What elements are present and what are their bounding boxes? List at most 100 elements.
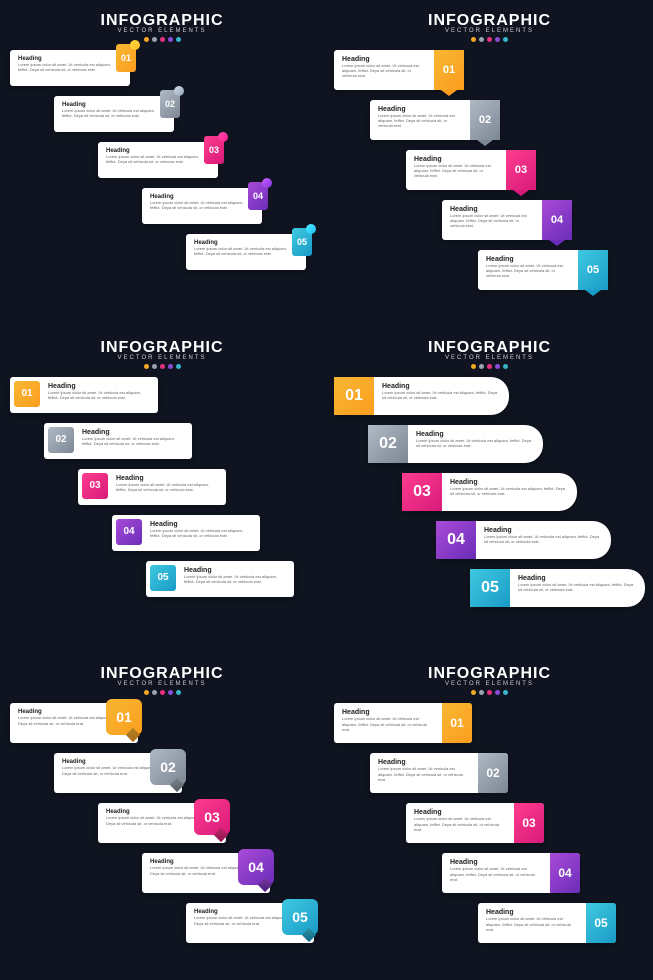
step-number: 03: [194, 799, 230, 835]
item-list: 01HeadingLorem ipsum dolor sit amet. Ut …: [334, 377, 645, 607]
card-body: Lorem ipsum dolor sit amet. Ut vehicula …: [150, 528, 252, 538]
step-number: 03: [506, 150, 536, 190]
dot: [152, 690, 157, 695]
step-number: 04: [436, 521, 476, 559]
dot: [479, 37, 484, 42]
dot: [471, 690, 476, 695]
card-body: Lorem ipsum dolor sit amet. Ut vehicula …: [414, 163, 498, 179]
info-card: HeadingLorem ipsum dolor sit amet. Ut ve…: [334, 703, 472, 743]
card-body: Lorem ipsum dolor sit amet. Ut vehicula …: [82, 436, 184, 446]
info-card: HeadingLorem ipsum dolor sit amet. Ut ve…: [334, 50, 464, 90]
card-text: HeadingLorem ipsum dolor sit amet. Ut ve…: [406, 150, 506, 190]
step-number: 05: [586, 903, 616, 943]
info-card: HeadingLorem ipsum dolor sit amet. Ut ve…: [370, 100, 500, 140]
info-card: HeadingLorem ipsum dolor sit amet. Ut ve…: [370, 753, 508, 793]
card-text: HeadingLorem ipsum dolor sit amet. Ut ve…: [442, 473, 577, 511]
step-number: 01: [106, 699, 142, 735]
step-number: 02: [160, 90, 180, 118]
panel-subtitle: VECTOR ELEMENTS: [334, 355, 645, 361]
step-number: 04: [116, 519, 142, 545]
info-card: HeadingLorem ipsum dolor sit amet. Ut ve…: [442, 853, 580, 893]
step-number: 04: [550, 853, 580, 893]
step-number: 01: [14, 381, 40, 407]
dot: [495, 690, 500, 695]
info-card: HeadingLorem ipsum dolor sit amet. Ut ve…: [142, 853, 270, 893]
card-body: Lorem ipsum dolor sit amet. Ut vehicula …: [486, 263, 570, 279]
card-heading: Heading: [342, 56, 426, 63]
info-card: HeadingLorem ipsum dolor sit amet. Ut ve…: [186, 234, 306, 270]
infographic-panel: INFOGRAPHICVECTOR ELEMENTSHeadingLorem i…: [324, 0, 653, 327]
panel-subtitle: VECTOR ELEMENTS: [10, 28, 314, 34]
dot: [176, 690, 181, 695]
dot: [176, 364, 181, 369]
dot: [479, 690, 484, 695]
dot: [144, 37, 149, 42]
card-text: HeadingLorem ipsum dolor sit amet. Ut ve…: [374, 377, 509, 415]
card-body: Lorem ipsum dolor sit amet. Ut vehicula …: [48, 390, 150, 400]
step-number: 05: [470, 569, 510, 607]
card-text: HeadingLorem ipsum dolor sit amet. Ut ve…: [186, 234, 298, 270]
info-card: HeadingLorem ipsum dolor sit amet. Ut ve…: [478, 250, 608, 290]
card-text: HeadingLorem ipsum dolor sit amet. Ut ve…: [54, 96, 166, 132]
card-body: Lorem ipsum dolor sit amet. Ut vehicula …: [484, 534, 603, 544]
dot: [144, 364, 149, 369]
dot: [495, 37, 500, 42]
info-card: HeadingLorem ipsum dolor sit amet. Ut ve…: [98, 803, 226, 843]
item-list: Heading Lorem ipsum dolor sit amet. Ut ve…: [334, 703, 645, 943]
card-heading: Heading: [342, 709, 434, 716]
item-list: HeadingLorem ipsum dolor sit amet. Ut ve…: [10, 703, 314, 943]
infographic-panel: INFOGRAPHICVECTOR ELEMENTSHeadingLorem i…: [0, 0, 324, 327]
card-text: HeadingLorem ipsum dolor sit amet. Ut ve…: [476, 521, 611, 559]
panel-header: INFOGRAPHICVECTOR ELEMENTS: [334, 665, 645, 695]
step-number: 02: [150, 749, 186, 785]
card-text: HeadingLorem ipsum dolor sit amet. Ut ve…: [334, 703, 442, 743]
card-text: HeadingLorem ipsum dolor sit amet. Ut ve…: [442, 200, 542, 240]
dot: [152, 364, 157, 369]
step-number: 01: [116, 44, 136, 72]
info-card: 01 HeadingLorem ipsum dolor sit amet. Ut …: [10, 377, 158, 413]
card-text: HeadingLorem ipsum dolor sit amet. Ut ve…: [108, 469, 226, 505]
info-card: HeadingLorem ipsum dolor sit amet. Ut ve…: [54, 753, 182, 793]
info-card: 01HeadingLorem ipsum dolor sit amet. Ut …: [334, 377, 509, 415]
card-text: HeadingLorem ipsum dolor sit amet. Ut ve…: [478, 903, 586, 943]
step-number: 02: [48, 427, 74, 453]
info-card: HeadingLorem ipsum dolor sit amet. Ut ve…: [10, 50, 130, 86]
card-text: HeadingLorem ipsum dolor sit amet. Ut ve…: [408, 425, 543, 463]
card-heading: Heading: [116, 475, 218, 482]
card-heading: Heading: [382, 383, 501, 390]
info-card: HeadingLorem ipsum dolor sit amet. Ut ve…: [478, 903, 616, 943]
card-body: Lorem ipsum dolor sit amet. Ut vehicula …: [378, 766, 470, 782]
card-text: HeadingLorem ipsum dolor sit amet. Ut ve…: [142, 515, 260, 551]
card-body: Lorem ipsum dolor sit amet. Ut vehicula …: [184, 574, 286, 584]
dot: [503, 364, 508, 369]
step-number: 05: [292, 228, 312, 256]
dot: [503, 37, 508, 42]
infographic-panel: INFOGRAPHICVECTOR ELEMENTSHeadingLorem i…: [0, 653, 324, 980]
card-heading: Heading: [378, 106, 462, 113]
step-number: 03: [402, 473, 442, 511]
card-text: HeadingLorem ipsum dolor sit amet. Ut ve…: [334, 50, 434, 90]
info-card: 04HeadingLorem ipsum dolor sit amet. Ut …: [112, 515, 260, 551]
infographic-grid: INFOGRAPHICVECTOR ELEMENTSHeadingLorem i…: [0, 0, 653, 980]
card-text: HeadingLorem ipsum dolor sit amet. Ut ve…: [478, 250, 578, 290]
step-number: 04: [542, 200, 572, 240]
panel-subtitle: VECTOR ELEMENTS: [334, 28, 645, 34]
dot: [503, 690, 508, 695]
step-number: 05: [282, 899, 318, 935]
dot: [152, 37, 157, 42]
panel-header: INFOGRAPHICVECTOR ELEMENTS: [334, 339, 645, 369]
panel-subtitle: VECTOR ELEMENTS: [10, 681, 314, 687]
card-body: Lorem ipsum dolor sit amet. Ut vehicula …: [18, 62, 114, 72]
card-heading: Heading: [48, 383, 150, 390]
card-body: Lorem ipsum dolor sit amet. Ut vehicula …: [518, 582, 637, 592]
color-dots: [334, 37, 645, 42]
card-body: Lorem ipsum dolor sit amet. Ut vehicula …: [106, 154, 202, 164]
step-number: 05: [578, 250, 608, 290]
dot: [495, 364, 500, 369]
card-heading: Heading: [486, 256, 570, 263]
color-dots: [10, 37, 314, 42]
infographic-panel: INFOGRAPHICVECTOR ELEMENTS01HeadingLorem…: [0, 327, 324, 654]
step-number: 02: [478, 753, 508, 793]
dot: [168, 364, 173, 369]
step-number: 01: [442, 703, 472, 743]
